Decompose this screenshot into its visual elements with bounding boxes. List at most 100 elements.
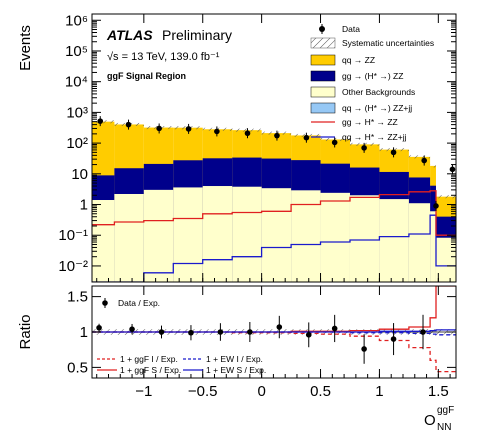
legend-qqjj: qq → (H* →) ZZ+jj: [342, 103, 412, 113]
legend-ggzz-swatch: [310, 70, 336, 82]
ratio-legend: Data / Exp. 1 + ggF I / Exp. 1 + ggF S /…: [97, 298, 266, 375]
bar-other-backgrounds-6: [261, 188, 292, 282]
legend-qqzz-swatch: [310, 54, 336, 66]
x-tick-label-3: 0.5: [310, 383, 331, 400]
y-axis-title-ratio: Ratio: [17, 314, 34, 349]
legend-other: Other Backgrounds: [342, 87, 415, 97]
ratio-point-8: [331, 325, 338, 332]
bar-other-backgrounds-12: [430, 211, 436, 282]
y-tick-label-4: 10²: [66, 135, 88, 152]
legend-qqzz: qq → ZZ: [342, 55, 375, 65]
data-point-0: [97, 118, 104, 124]
y-tick-label-2: 1: [80, 197, 88, 214]
y-axis-title-main: Events: [17, 25, 34, 71]
syst-band-10: [379, 148, 409, 152]
bar-other-backgrounds-8: [320, 192, 350, 282]
ratio-point-2: [158, 329, 165, 335]
y-tick-label-1: 10⁻¹: [58, 227, 88, 244]
data-point-2: [156, 125, 162, 132]
bar-other-backgrounds-4: [202, 186, 233, 282]
ratio-y-tick-label-2: 1.5: [67, 289, 88, 306]
ratio-legend-ggfS: 1 + ggF S / Exp.: [120, 365, 181, 375]
data-point-9: [361, 145, 367, 151]
data-point-11: [421, 157, 427, 164]
legend: Data Systematic uncertainties qq → ZZ gg…: [310, 24, 434, 142]
ratio-point-1: [129, 326, 135, 332]
legend-syst: Systematic uncertainties: [342, 38, 434, 48]
bar-other-backgrounds-5: [232, 186, 262, 282]
y-tick-label-5: 10³: [66, 104, 88, 121]
ratio-point-11: [420, 329, 426, 335]
ratio-point-4: [217, 329, 224, 335]
y-tick-label-8: 10⁶: [65, 12, 88, 29]
ratio-point-6: [276, 324, 283, 330]
syst-band-9: [349, 142, 380, 146]
x-axis-title-sub: NN: [437, 422, 451, 433]
main-axes: 10⁻² 10⁻¹ 1 10 10² 10³ 10⁴ 10⁵ 10⁶: [58, 12, 456, 282]
bar-other-backgrounds-2: [143, 189, 174, 282]
y-tick-label-7: 10⁵: [65, 43, 88, 60]
data-point-3: [185, 126, 192, 132]
ratio-point-9: [361, 346, 367, 352]
x-tick-label-0: −1: [135, 383, 152, 400]
bar-other-backgrounds-9: [349, 195, 380, 282]
bar-other-backgrounds-0: [92, 200, 115, 282]
ratio-point-10: [390, 336, 397, 342]
syst-band-8: [320, 137, 350, 142]
data-point-13: [433, 203, 439, 209]
data-point-1: [125, 121, 132, 128]
bar-other-backgrounds-13: [435, 237, 456, 282]
legend-qqjj-swatch: [310, 102, 336, 114]
bar-other-backgrounds-7: [291, 190, 321, 282]
x-axis-title: O ggF NN: [424, 405, 454, 433]
main-panel-lines: [92, 190, 456, 282]
main-panel: [92, 120, 456, 282]
syst-band-11: [408, 155, 431, 159]
y-tick-label-6: 10⁴: [65, 74, 88, 91]
syst-band-0: [92, 120, 115, 124]
data-point-10: [390, 149, 397, 156]
bar-other-backgrounds-1: [114, 193, 144, 282]
x-tick-label-1: −0.5: [188, 383, 218, 400]
legend-other-swatch: [310, 86, 336, 98]
legend-ggzz: gg → (H* →) ZZ: [342, 71, 403, 81]
ratio-legend-ewI: 1 + EW I / Exp.: [206, 354, 263, 364]
preliminary-label: Preliminary: [162, 27, 232, 43]
ratio-data: [96, 314, 426, 364]
legend-gghs: gg → H* → ZZ: [342, 117, 398, 127]
x-axis-title-base: O: [424, 412, 436, 429]
ratio-point-7: [305, 332, 312, 338]
ratio-legend-ggfI: 1 + ggF I / Exp.: [120, 354, 178, 364]
syst-band-5: [232, 128, 262, 132]
syst-band-13: [435, 195, 456, 199]
line-gg-h-zz: [92, 190, 456, 236]
line-qq-h-zz-jj: [92, 214, 456, 282]
legend-syst-swatch: [310, 37, 336, 49]
region-label: ggF Signal Region: [107, 71, 186, 81]
ratio-axes: 0.5 1 1.5 −1 −0.5 0 0.5 1 1.5: [67, 286, 456, 400]
ratio-point-0: [96, 324, 102, 331]
energy-label: √s = 13 TeV, 139.0 fb⁻¹: [107, 51, 220, 63]
atlas-label: ATLAS: [106, 27, 153, 43]
bar-other-backgrounds-3: [173, 187, 203, 282]
data-point-7: [303, 134, 310, 141]
ratio-line-1-ew-s-exp-: [92, 329, 456, 333]
y-tick-label-3: 10: [71, 166, 88, 183]
main-panel-data: [97, 116, 456, 211]
bar-other-backgrounds-11: [408, 203, 431, 282]
ratio-y-tick-label-1: 1: [80, 324, 88, 341]
data-point-6: [274, 132, 280, 139]
ratio-legend-ewS: 1 + EW S / Exp.: [206, 365, 266, 375]
ratio-y-tick-label-0: 0.5: [67, 359, 88, 376]
y-tick-label-0: 10⁻²: [58, 258, 88, 275]
syst-band-12: [430, 164, 436, 168]
ratio-point-3: [188, 329, 194, 336]
legend-qqhs: qq → H* → ZZ+jj: [342, 132, 407, 142]
legend-data: Data: [342, 24, 360, 34]
x-tick-label-4: 1: [375, 383, 383, 400]
ratio-point-5: [247, 329, 253, 335]
data-point-12: [449, 166, 456, 173]
data-point-4: [214, 128, 220, 135]
ratio-legend-data: Data / Exp.: [118, 298, 160, 308]
